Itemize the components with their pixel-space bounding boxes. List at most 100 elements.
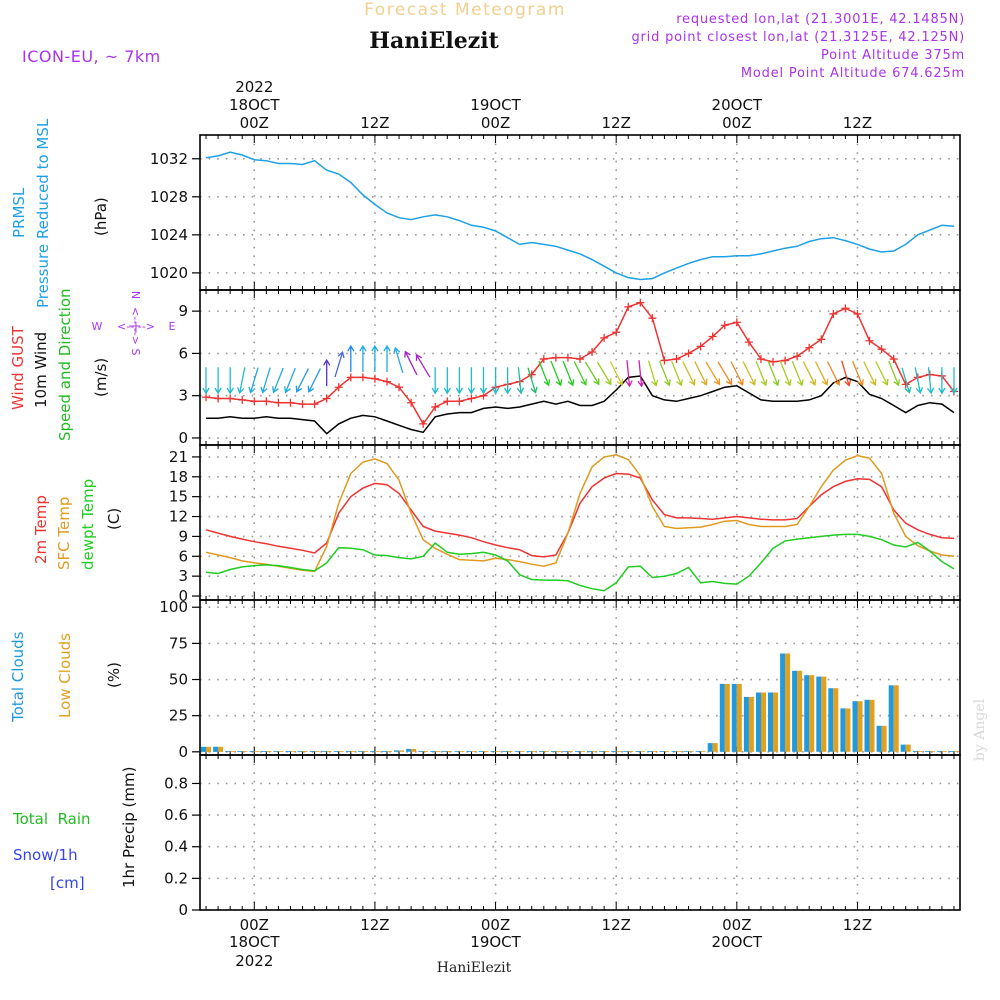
y-tick-label: 0 [178,743,188,761]
bar-total-clouds [587,751,593,752]
bar-total-clouds [430,751,436,752]
gust-marker [744,338,753,347]
bar-low-clouds [278,751,284,752]
time-label-bottom: 12Z [360,916,389,934]
bar-total-clouds [864,699,870,752]
wind-arrow [371,344,379,372]
bar-total-clouds [949,751,954,752]
bar-low-clouds [580,751,585,752]
wind-arrow [742,361,756,386]
y-tick-label: 50 [169,671,188,689]
wind-arrow [841,360,852,387]
gust-marker [382,377,391,386]
wind-arrow [226,367,234,395]
bar-low-clouds [821,676,827,752]
bar-low-clouds [314,751,320,752]
gust-marker [286,398,295,407]
bar-low-clouds [640,751,646,752]
year-label-bottom: 2022 [235,952,273,970]
series-line-sfc-temp [205,454,955,573]
y-tick-label: 1032 [150,150,188,168]
gust-marker [527,370,536,379]
bar-total-clouds [912,751,918,752]
bar-total-clouds [478,751,484,752]
bar-total-clouds [213,746,219,752]
gust-marker [841,304,850,313]
wind-arrow [826,361,841,386]
wind-arrow [467,367,476,395]
y-tick-label: 9 [178,302,188,320]
precip-axis-titles: Total Rain Snow/1h [cm] 1hr Precip (mm) [12,767,138,892]
wind-arrow [938,367,946,395]
compass-east: E [169,320,176,333]
bar-total-clouds [828,688,834,752]
wind-unit-label: (m/s) [92,358,110,397]
date-label-bottom: 19OCT [470,933,521,951]
bar-total-clouds [635,751,641,752]
bar-low-clouds [761,692,766,752]
gust-marker [298,400,307,409]
wind-arrow [271,367,284,394]
bar-low-clouds [881,725,887,752]
y-tick-label: 0.8 [164,774,188,792]
y-tick-label: 1028 [150,188,188,206]
bar-total-clouds [502,751,508,752]
bar-low-clouds [362,751,368,752]
gust-label: Wind GUST [9,325,27,410]
wind-arrow [791,360,804,387]
y-tick-label: 100 [159,598,188,616]
bar-low-clouds [929,751,935,752]
bar-total-clouds [743,696,749,752]
bar-total-clouds [333,751,339,752]
wind-arrow [503,367,512,395]
gust-marker [334,383,343,392]
y-tick-label: 9 [178,527,188,545]
wind-arrow [491,367,500,395]
gust-marker [238,395,247,404]
gust-marker [431,402,440,411]
bar-low-clouds [507,751,513,752]
bar-low-clouds [543,751,549,752]
bar-total-clouds [357,751,363,752]
wind-arrow [755,360,768,387]
gust-marker [262,397,271,406]
requested-coords: requested lon,lat (21.3001E, 42.1485N) [676,12,965,27]
bar-total-clouds [611,751,617,752]
gust-marker [443,397,452,406]
bar-low-clouds [712,743,718,752]
bar-total-clouds [237,751,243,752]
wind-arrow [383,344,391,372]
bar-total-clouds [285,751,291,752]
precip-unit-label: 1hr Precip (mm) [120,767,138,888]
bar-low-clouds [797,670,803,752]
bar-total-clouds [273,751,279,752]
gust-marker [769,357,778,366]
wind-arrow [802,361,817,386]
bar-low-clouds [652,751,658,752]
series-line-prmsl [205,151,955,281]
wind-arrow [323,358,331,387]
gust-marker [310,400,319,409]
gust-marker [250,397,259,406]
bar-low-clouds [845,708,851,752]
gust-marker [346,373,355,382]
gust-marker [636,298,645,307]
bar-total-clouds [261,751,267,752]
gust-marker [829,309,838,318]
time-label-top: 00Z [240,114,269,132]
bar-low-clouds [905,744,911,752]
bar-low-clouds [688,751,694,752]
y-tick-label: 25 [169,707,188,725]
y-tick-label: 6 [178,547,188,565]
gust-marker [696,342,705,351]
time-label-bottom: 12Z [602,916,631,934]
wind-arrow [248,367,259,394]
wind-arrow [647,360,659,387]
wind-arrow [202,367,210,395]
watermark: by Angel [972,698,988,761]
wind-arrow [334,350,345,378]
time-label-top: 12Z [602,114,631,132]
gust-marker [732,318,741,327]
wind-arrow [851,360,864,387]
total-clouds-label: Total Clouds [9,631,27,723]
